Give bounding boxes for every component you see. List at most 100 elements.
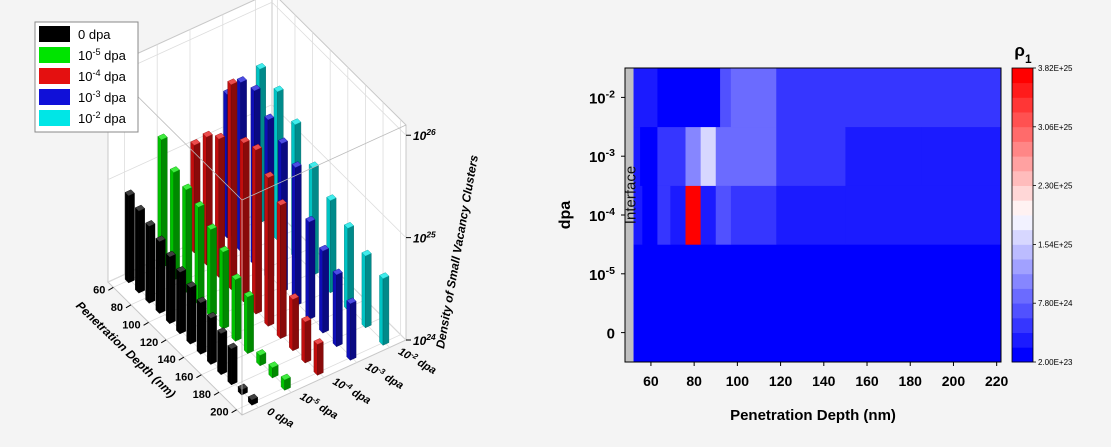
y-tick-label: 10-5 dpa	[298, 389, 341, 422]
colorbar-tick-label-part: 3.06E+25	[1038, 123, 1073, 132]
legend-label: 10-3 dpa	[78, 89, 127, 105]
bar-3d	[247, 393, 259, 406]
z-axis-title-part: Density of Small Vacancy Clusters	[433, 154, 481, 350]
bar-top-face	[206, 311, 217, 319]
heatmap-x-axis-title-part: Penetration Depth (nm)	[730, 407, 896, 424]
bar-3d	[217, 327, 228, 376]
bar-front-face	[124, 191, 129, 284]
z-tick-label-part: 10	[413, 129, 427, 143]
x-tick-mark	[108, 286, 114, 291]
bar-side-face	[350, 300, 357, 361]
bar-front-face	[344, 224, 348, 311]
bar-top-face	[227, 78, 238, 86]
legend-label: 10-2 dpa	[78, 110, 127, 126]
legend-label: 10-4 dpa	[78, 68, 127, 84]
bar-top-face	[247, 393, 259, 401]
legend-label: 0 dpa	[78, 27, 111, 42]
y-tick-label: 10-2 dpa	[396, 344, 439, 377]
bar-top-face	[182, 183, 193, 191]
x-tick-label: 140	[157, 354, 175, 366]
heatmap-x-tick-label: 100	[726, 373, 750, 389]
bar-3d	[361, 249, 372, 329]
bar-top-face	[155, 235, 166, 243]
bar-top-face	[236, 76, 247, 83]
colorbar-level	[1012, 244, 1033, 260]
x-tick-label: 60	[93, 284, 105, 296]
colorbar-title: ρ1	[1014, 41, 1032, 66]
bar-side-face	[169, 254, 176, 325]
heatmap-x-tick-label-part: 140	[812, 373, 836, 389]
x-tick-label: 120	[140, 337, 158, 349]
colorbar-tick-label-part: 7.80E+24	[1038, 299, 1073, 308]
heatmap-cell	[845, 126, 922, 186]
heatmap-y-tick-label-part: -2	[606, 88, 615, 100]
heatmap-x-tick-label: 160	[855, 373, 879, 389]
heatmap-y-tick-label: 10-4	[589, 206, 615, 225]
x-tick-mark	[143, 321, 149, 326]
heatmap-cell	[676, 244, 1002, 304]
bar-side-face	[255, 147, 262, 315]
heatmap-cell	[642, 244, 678, 304]
heatmap-y-tick-label: 10-3	[589, 147, 615, 166]
colorbar-level	[1012, 97, 1033, 113]
bar-front-face	[305, 218, 310, 320]
bar-top-face	[268, 361, 279, 369]
colorbar-level	[1012, 170, 1033, 186]
legend-label-part: dpa	[85, 27, 111, 42]
bar-3d	[264, 171, 275, 327]
bar-front-face	[276, 201, 281, 340]
bar-3d	[182, 183, 193, 293]
x-tick-mark	[178, 356, 185, 361]
bar-side-face	[243, 140, 250, 303]
bar-top-face	[326, 194, 337, 201]
heatmap-x-tick-label-part: 100	[726, 373, 750, 389]
colorbar-level	[1012, 68, 1033, 84]
colorbar-tick-label: 2.30E+25	[1038, 182, 1073, 191]
legend-swatch	[39, 89, 70, 105]
bar-3d	[343, 221, 355, 311]
bar-top-face	[291, 161, 302, 168]
legend-swatch	[39, 26, 70, 42]
bar-3d	[243, 290, 254, 355]
bar-3d	[313, 338, 324, 376]
z-tick-label: 1025	[413, 230, 436, 246]
heatmap-cell	[700, 126, 717, 186]
heatmap-cell	[633, 126, 641, 186]
bar-top-face	[206, 223, 217, 231]
colorbar-level	[1012, 82, 1033, 98]
bar-side-face	[185, 186, 193, 293]
bar-front-face	[379, 274, 384, 346]
bar-side-face	[280, 202, 287, 339]
colorbar-level	[1012, 156, 1033, 172]
legend-label-part: 10	[78, 48, 92, 63]
bar-top-face	[332, 268, 343, 276]
bar-3d	[332, 268, 343, 348]
bar-top-face	[165, 250, 176, 258]
bar-3d	[326, 194, 337, 294]
bar-3d	[237, 383, 248, 396]
bar-top-face	[273, 85, 284, 93]
heatmap-x-axis-title: Penetration Depth (nm)	[730, 407, 896, 424]
bar-front-face	[165, 253, 170, 325]
bar-side-face	[267, 174, 275, 327]
frame-line	[241, 124, 407, 201]
bar-side-face	[336, 271, 343, 348]
y-tick-label: 0 dpa	[265, 406, 296, 431]
bar-3d	[134, 204, 146, 294]
x-tick-label-part: 200	[210, 407, 228, 419]
bar-front-face	[313, 340, 318, 376]
bar-3d	[227, 78, 238, 291]
legend-label-part: dpa	[101, 69, 127, 84]
bar-side-face	[179, 269, 187, 335]
bar-side-face	[292, 296, 299, 352]
heatmap-x-tick-label-part: 120	[769, 373, 793, 389]
heatmap-y-tick-label-part: -3	[606, 147, 615, 159]
colorbar-level	[1012, 332, 1033, 348]
bar-front-face	[176, 268, 181, 335]
bar-top-face	[231, 273, 242, 281]
bar-front-face	[332, 271, 337, 348]
x-tick-label-part: 60	[93, 284, 105, 296]
heatmap-cell	[921, 126, 1002, 186]
legend-label-part: 10	[78, 90, 92, 105]
